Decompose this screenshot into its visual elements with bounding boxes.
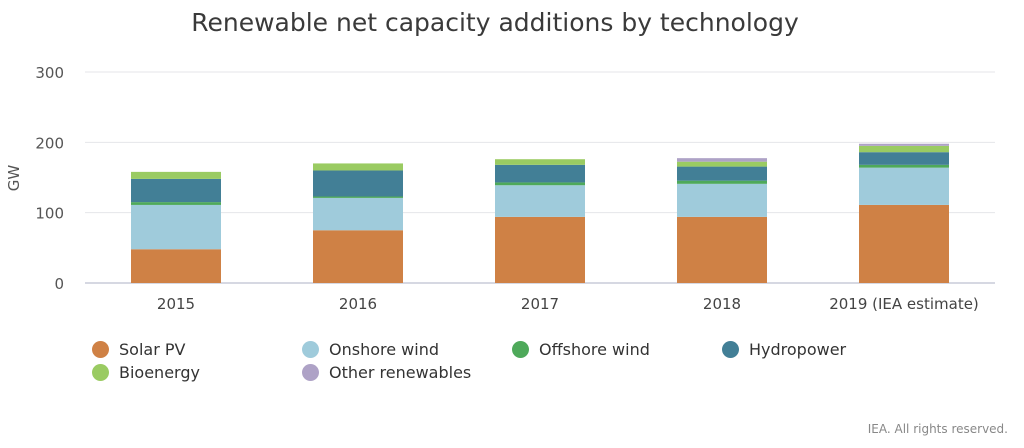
legend-swatch-icon [302, 341, 319, 358]
legend-item[interactable]: Other renewables [302, 363, 471, 382]
y-tick-label: 200 [35, 134, 64, 152]
bar-segment-onshore-wind [859, 167, 949, 205]
x-tick-label: 2017 [521, 295, 559, 313]
bar-segment-hydropower [495, 164, 585, 183]
credit-text: IEA. All rights reserved. [867, 422, 1008, 436]
y-tick-label: 100 [35, 205, 64, 223]
bar-segment-hydropower [859, 152, 949, 165]
bar-segment-bioenergy [859, 145, 949, 153]
bar-segment-solar-pv [859, 204, 949, 283]
legend-label: Solar PV [119, 340, 186, 359]
legend-swatch-icon [302, 364, 319, 381]
legend-swatch-icon [512, 341, 529, 358]
legend-item[interactable]: Bioenergy [92, 363, 200, 382]
bar-segment-offshore-wind [859, 164, 949, 168]
x-tick-label: 2016 [339, 295, 377, 313]
legend-item[interactable]: Onshore wind [302, 340, 439, 359]
bar-segment-bioenergy [313, 163, 403, 171]
legend-label: Onshore wind [329, 340, 439, 359]
y-tick-label: 0 [54, 275, 64, 293]
legend-label: Hydropower [749, 340, 847, 359]
bar-segment-onshore-wind [313, 197, 403, 231]
legend-label: Other renewables [329, 363, 472, 382]
legend-swatch-icon [722, 341, 739, 358]
legend-swatch-icon [92, 341, 109, 358]
legend-label: Offshore wind [539, 340, 650, 359]
bar-segment-solar-pv [677, 216, 767, 283]
y-axis-label: GW [5, 165, 23, 192]
bar-segment-solar-pv [313, 230, 403, 283]
bar-segment-other-renewables [859, 143, 949, 146]
bar-segment-solar-pv [495, 216, 585, 283]
chart-plot: 0 100 200 300 GW 2015 2016 2017 2018 2019 (IEA es… [5, 64, 995, 313]
bar-segment-bioenergy [131, 171, 221, 179]
bar-segment-onshore-wind [495, 185, 585, 217]
bar-segment-offshore-wind [131, 202, 221, 205]
bar-segment-hydropower [313, 170, 403, 197]
legend-item[interactable]: Hydropower [722, 340, 846, 359]
x-tick-label: 2015 [157, 295, 195, 313]
bar-segment-hydropower [677, 166, 767, 181]
y-tick-label: 300 [35, 64, 64, 82]
chart-title: Renewable net capacity additions by tech… [191, 8, 799, 37]
x-tick-label: 2018 [703, 295, 741, 313]
bar-segment-offshore-wind [495, 182, 585, 186]
bar-segment-solar-pv [131, 249, 221, 283]
bar-segment-other-renewables [677, 158, 767, 162]
bar-segment-hydropower [131, 178, 221, 203]
legend-swatch-icon [92, 364, 109, 381]
bar-segment-onshore-wind [131, 204, 221, 250]
legend-item[interactable]: Solar PV [92, 340, 185, 359]
bar-segment-onshore-wind [677, 183, 767, 217]
legend-item[interactable]: Offshore wind [512, 340, 650, 359]
bar-segment-bioenergy [495, 159, 585, 165]
x-tick-label: 2019 (IEA estimate) [829, 295, 979, 313]
bar-segment-offshore-wind [313, 196, 403, 198]
legend-label: Bioenergy [119, 363, 200, 382]
bar-segment-offshore-wind [677, 180, 767, 184]
bar-segment-bioenergy [677, 161, 767, 167]
